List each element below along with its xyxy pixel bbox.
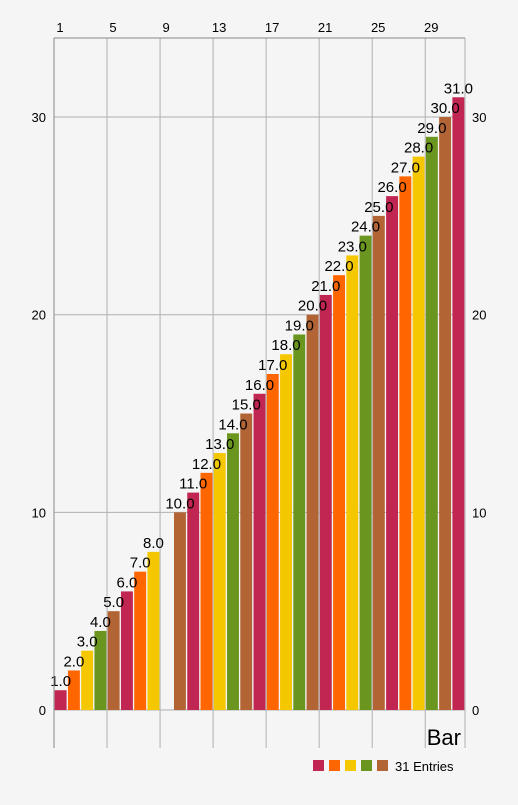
value-label-2: 2.0 [63,653,84,670]
value-label-26: 26.0 [377,179,406,196]
x-tick-label-21: 21 [318,20,332,35]
bar-21 [319,294,332,710]
value-label-21: 21.0 [311,278,340,295]
value-label-6: 6.0 [116,574,137,591]
value-label-24: 24.0 [351,219,380,236]
value-label-23: 23.0 [338,238,367,255]
bar-22 [333,275,346,710]
y-left-tick-label-20: 20 [32,308,46,323]
bar-15 [240,413,253,710]
bar-20 [306,314,319,710]
value-label-22: 22.0 [324,258,353,275]
value-label-12: 12.0 [192,456,221,473]
x-tick-label-1: 1 [56,20,63,35]
bar-29 [425,136,438,710]
x-tick-label-17: 17 [265,20,279,35]
axes: 1 5 9 13 17 21 25 29 0 0 10 10 20 20 30 30 [32,20,486,748]
value-label-16: 16.0 [245,377,274,394]
bar-4 [94,630,107,710]
y-left-tick-label-10: 10 [32,505,46,520]
bar-18 [280,354,292,710]
value-label-7: 7.0 [130,555,151,572]
value-label-14: 14.0 [218,416,247,433]
value-label-8: 8.0 [143,535,164,552]
bar-28 [412,156,425,710]
value-label-4: 4.0 [90,614,111,631]
legend-swatch-2 [329,760,340,771]
value-label-29: 29.0 [417,120,446,137]
bar-24 [359,235,372,710]
bar-2 [67,670,80,710]
y-right-tick-label-0: 0 [472,703,479,718]
bar-11 [187,492,200,710]
value-label-10: 10.0 [165,495,194,512]
legend-swatch-5 [377,760,388,771]
bar-5 [107,611,120,710]
value-label-11: 11.0 [179,476,207,493]
bar-10 [173,512,186,710]
y-right-tick-label-10: 10 [472,505,486,520]
value-label-3: 3.0 [77,634,98,651]
x-tick-label-5: 5 [109,20,116,35]
value-label-25: 25.0 [364,199,393,216]
value-label-5: 5.0 [103,594,124,611]
legend-swatch-3 [345,760,356,771]
bar-30 [439,117,452,710]
chart-description: Bar [427,725,461,750]
x-tick-label-9: 9 [162,20,169,35]
bar-31 [452,97,465,710]
value-label-31: 31.0 [444,80,473,97]
bar-25 [372,215,385,710]
bar-27 [399,176,412,711]
bar-1 [54,690,67,710]
bar-12 [200,472,213,710]
bar-7 [134,571,147,710]
y-left-tick-label-30: 30 [32,110,46,125]
legend-label: 31 Entries [395,759,454,774]
y-left-tick-label-0: 0 [39,703,46,718]
value-label-20: 20.0 [298,298,327,315]
value-labels: 1.0 2.0 3.0 4.0 5.0 6.0 7.0 8.0 10.0 11.0 12.0 13.0… [50,80,473,690]
value-label-15: 15.0 [232,397,261,414]
bar-23 [346,255,359,711]
bar-16 [253,393,266,710]
bar-8 [147,551,160,710]
value-label-19: 19.0 [285,317,314,334]
bars [54,97,465,711]
bar-6 [120,591,133,710]
value-label-1: 1.0 [50,673,71,690]
x-tick-label-29: 29 [424,20,438,35]
grid-lines [53,38,466,748]
value-label-17: 17.0 [258,357,287,374]
bar-14 [227,433,239,710]
bar-19 [293,334,306,710]
value-label-18: 18.0 [271,337,300,354]
value-label-13: 13.0 [205,436,234,453]
value-label-30: 30.0 [431,100,460,117]
y-right-tick-label-20: 20 [472,308,486,323]
bar-13 [213,453,226,710]
value-label-28: 28.0 [404,140,433,157]
legend-swatch-1 [313,760,324,771]
value-label-27: 27.0 [391,159,420,176]
bar-17 [266,374,279,710]
x-tick-label-13: 13 [212,20,226,35]
x-tick-label-25: 25 [371,20,385,35]
legend-swatch-4 [361,760,372,771]
legend: 31 Entries [313,759,454,774]
y-right-tick-label-30: 30 [472,110,486,125]
bar-3 [81,650,94,710]
bar-26 [386,196,399,710]
